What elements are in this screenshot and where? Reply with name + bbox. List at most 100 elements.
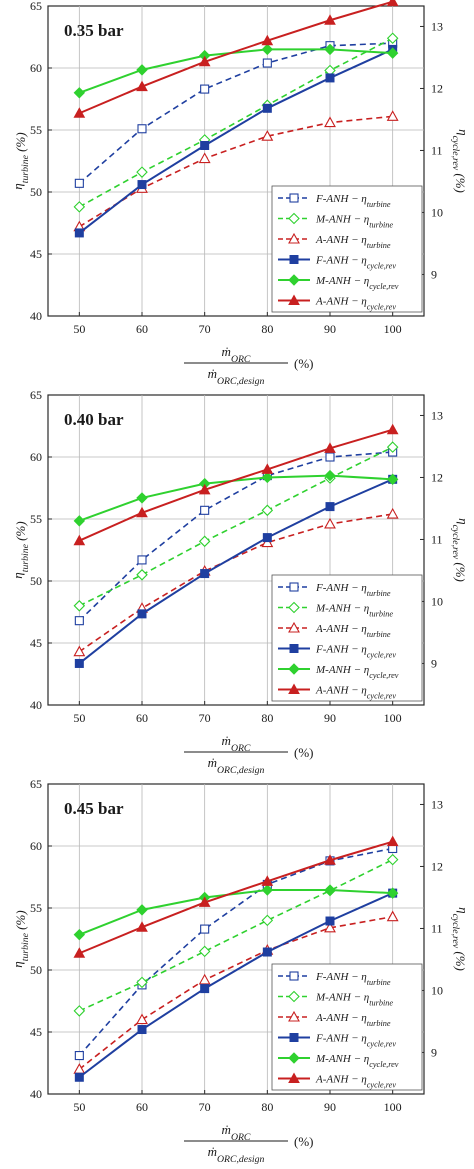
y2-tick-label: 12 (431, 470, 443, 484)
y2-tick-label: 12 (431, 81, 443, 95)
legend-marker (288, 990, 300, 1003)
data-point (261, 463, 274, 474)
data-point (261, 34, 274, 46)
x-axis-label-unit: (%) (294, 356, 314, 371)
series-line (78, 42, 393, 184)
legend-label: M-ANH − ηturbine (315, 603, 393, 619)
x-tick-label: 60 (136, 711, 148, 725)
data-point (261, 43, 274, 56)
data-point (386, 32, 399, 45)
chart-panel-1: 50 60 70 80 90 100 40 45 50 55 60 65 9 10 11 12 13 0.35 b… (10, 0, 471, 387)
data-point (386, 0, 399, 7)
data-point (73, 928, 86, 941)
data-point (324, 884, 336, 896)
legend-marker (289, 255, 299, 264)
x-tick-label: 90 (324, 322, 336, 336)
legend-marker (288, 294, 300, 305)
y-tick-label: 50 (30, 574, 42, 588)
x-axis-label-denominator: ṁORC,design (208, 755, 265, 776)
y2-tick-label: 12 (431, 859, 443, 873)
data-point (324, 442, 336, 453)
data-point (136, 492, 148, 504)
chart-panel-3: 50 60 70 80 90 100 40 45 50 55 60 65 9 10 11 12 13 0.45 b… (10, 778, 471, 1165)
x-tick-label: 50 (73, 711, 85, 725)
legend: F-ANH − ηturbine M-ANH − ηturbine A-ANH − … (271, 963, 423, 1091)
data-point (324, 921, 336, 933)
data-point (261, 504, 274, 517)
data-point (200, 924, 210, 934)
x-tick-label: 50 (73, 322, 85, 336)
y2-tick-label: 9 (431, 1045, 437, 1059)
series-line (78, 840, 393, 955)
legend-label: A-ANH − ηturbine (315, 623, 391, 639)
data-point (74, 178, 84, 188)
data-point (386, 423, 399, 435)
data-point (262, 533, 272, 543)
y2-tick-label: 11 (431, 143, 443, 157)
data-point (136, 1013, 148, 1025)
data-point (136, 921, 148, 932)
x-axis-label-denominator: ṁORC,design (208, 366, 265, 387)
legend-label: F-ANH − ηturbine (315, 582, 391, 598)
data-point (386, 910, 399, 922)
data-point (74, 1051, 84, 1061)
data-point (324, 517, 336, 529)
x-tick-label: 80 (261, 322, 273, 336)
x-tick-label: 60 (136, 322, 148, 336)
x-tick-label: 100 (384, 1100, 402, 1114)
legend-marker (288, 1010, 300, 1022)
y-tick-label: 60 (30, 450, 42, 464)
x-axis-label-numerator: ṁORC (222, 344, 251, 365)
series-line (79, 858, 394, 1012)
y-tick-label: 60 (30, 839, 42, 853)
series-line (78, 0, 393, 115)
data-point (73, 947, 86, 958)
legend-marker (288, 1072, 300, 1083)
legend-label: A-ANH − ηcycle,rev (315, 685, 396, 701)
legend-label: M-ANH − ηcycle,rev (315, 1053, 399, 1069)
y-axis-label: ηturbine (%) (10, 521, 31, 578)
data-point (198, 973, 211, 985)
legend-label: F-ANH − ηturbine (315, 193, 391, 209)
legend-marker (288, 601, 300, 614)
data-point (262, 947, 272, 957)
data-point (73, 600, 86, 612)
y-tick-label: 45 (30, 1025, 42, 1039)
x-tick-label: 80 (261, 711, 273, 725)
data-point (386, 47, 399, 59)
data-point (198, 152, 211, 164)
x-axis-label-numerator: ṁORC (222, 733, 251, 754)
data-point (137, 180, 147, 190)
data-point (386, 110, 399, 121)
data-point (200, 84, 210, 94)
legend-marker (289, 193, 299, 203)
legend-label: M-ANH − ηturbine (315, 214, 393, 230)
series-line (78, 48, 394, 234)
y-tick-label: 60 (30, 61, 42, 75)
series-line (78, 428, 393, 542)
legend-marker (288, 683, 300, 694)
legend-label: A-ANH − ηturbine (315, 234, 391, 250)
data-point (198, 483, 211, 495)
x-axis-label-denominator: ṁORC,design (208, 1144, 265, 1165)
data-point (200, 141, 210, 150)
y2-tick-label: 13 (431, 19, 443, 33)
x-tick-label: 90 (324, 711, 336, 725)
series-line (78, 915, 393, 1070)
series-line (78, 478, 394, 665)
series-line (78, 889, 393, 936)
legend-label: M-ANH − ηcycle,rev (315, 664, 399, 680)
legend-marker (289, 971, 299, 981)
legend-label: F-ANH − ηcycle,rev (315, 1033, 396, 1049)
x-tick-label: 70 (199, 322, 211, 336)
data-point (324, 854, 336, 865)
data-point (74, 616, 84, 626)
data-point (262, 103, 272, 113)
data-point (136, 166, 148, 178)
legend-marker (288, 1052, 300, 1064)
y-tick-label: 65 (30, 0, 42, 13)
data-point (324, 469, 336, 482)
x-tick-label: 100 (384, 322, 402, 336)
x-tick-label: 70 (199, 1100, 211, 1114)
series-line (78, 847, 393, 1057)
